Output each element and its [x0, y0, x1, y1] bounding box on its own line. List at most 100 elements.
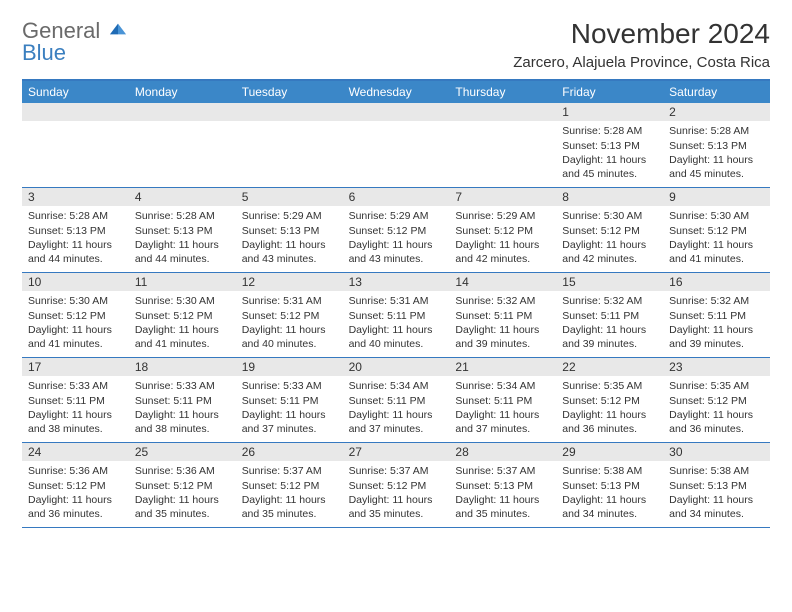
- day-cell: 2Sunrise: 5:28 AMSunset: 5:13 PMDaylight…: [663, 103, 770, 187]
- sunset-text: Sunset: 5:11 PM: [242, 394, 337, 408]
- day-details: Sunrise: 5:37 AMSunset: 5:12 PMDaylight:…: [236, 464, 343, 521]
- sunset-text: Sunset: 5:11 PM: [455, 309, 550, 323]
- day-details: Sunrise: 5:30 AMSunset: 5:12 PMDaylight:…: [663, 209, 770, 266]
- day-number: 6: [343, 188, 450, 206]
- sunset-text: Sunset: 5:12 PM: [669, 394, 764, 408]
- sunrise-text: Sunrise: 5:34 AM: [349, 379, 444, 393]
- day-cell: 7Sunrise: 5:29 AMSunset: 5:12 PMDaylight…: [449, 188, 556, 272]
- title-block: November 2024 Zarcero, Alajuela Province…: [513, 18, 770, 77]
- weekday-header: Sunday Monday Tuesday Wednesday Thursday…: [22, 81, 770, 103]
- day-cell: 19Sunrise: 5:33 AMSunset: 5:11 PMDayligh…: [236, 358, 343, 442]
- day-details: Sunrise: 5:34 AMSunset: 5:11 PMDaylight:…: [449, 379, 556, 436]
- day-cell: [449, 103, 556, 187]
- daylight-text: Daylight: 11 hours and 38 minutes.: [28, 408, 123, 436]
- daylight-text: Daylight: 11 hours and 45 minutes.: [669, 153, 764, 181]
- day-cell: [236, 103, 343, 187]
- daylight-text: Daylight: 11 hours and 41 minutes.: [28, 323, 123, 351]
- daylight-text: Daylight: 11 hours and 36 minutes.: [28, 493, 123, 521]
- sunset-text: Sunset: 5:13 PM: [669, 479, 764, 493]
- page-title: November 2024: [513, 18, 770, 50]
- daylight-text: Daylight: 11 hours and 36 minutes.: [669, 408, 764, 436]
- day-number: 10: [22, 273, 129, 291]
- logo-mark-icon: [109, 20, 127, 38]
- sunrise-text: Sunrise: 5:33 AM: [28, 379, 123, 393]
- sunrise-text: Sunrise: 5:31 AM: [242, 294, 337, 308]
- day-details: Sunrise: 5:36 AMSunset: 5:12 PMDaylight:…: [129, 464, 236, 521]
- daylight-text: Daylight: 11 hours and 39 minutes.: [455, 323, 550, 351]
- logo: General Blue: [22, 18, 127, 64]
- weekday-saturday: Saturday: [663, 81, 770, 103]
- sunset-text: Sunset: 5:12 PM: [349, 224, 444, 238]
- day-number: [22, 103, 129, 121]
- day-number: 14: [449, 273, 556, 291]
- sunset-text: Sunset: 5:13 PM: [28, 224, 123, 238]
- daylight-text: Daylight: 11 hours and 35 minutes.: [242, 493, 337, 521]
- day-cell: 20Sunrise: 5:34 AMSunset: 5:11 PMDayligh…: [343, 358, 450, 442]
- sunset-text: Sunset: 5:11 PM: [669, 309, 764, 323]
- day-cell: 18Sunrise: 5:33 AMSunset: 5:11 PMDayligh…: [129, 358, 236, 442]
- sunrise-text: Sunrise: 5:37 AM: [242, 464, 337, 478]
- day-number: 28: [449, 443, 556, 461]
- day-number: [449, 103, 556, 121]
- sunrise-text: Sunrise: 5:32 AM: [562, 294, 657, 308]
- sunrise-text: Sunrise: 5:28 AM: [28, 209, 123, 223]
- sunset-text: Sunset: 5:13 PM: [242, 224, 337, 238]
- day-details: Sunrise: 5:32 AMSunset: 5:11 PMDaylight:…: [556, 294, 663, 351]
- day-number: 27: [343, 443, 450, 461]
- sunset-text: Sunset: 5:12 PM: [28, 479, 123, 493]
- day-number: 3: [22, 188, 129, 206]
- logo-line2: Blue: [22, 40, 66, 65]
- sunrise-text: Sunrise: 5:38 AM: [669, 464, 764, 478]
- day-details: Sunrise: 5:38 AMSunset: 5:13 PMDaylight:…: [556, 464, 663, 521]
- week-row: 24Sunrise: 5:36 AMSunset: 5:12 PMDayligh…: [22, 443, 770, 528]
- sunset-text: Sunset: 5:12 PM: [349, 479, 444, 493]
- day-details: Sunrise: 5:32 AMSunset: 5:11 PMDaylight:…: [663, 294, 770, 351]
- sunset-text: Sunset: 5:12 PM: [669, 224, 764, 238]
- day-number: 26: [236, 443, 343, 461]
- day-cell: 13Sunrise: 5:31 AMSunset: 5:11 PMDayligh…: [343, 273, 450, 357]
- daylight-text: Daylight: 11 hours and 40 minutes.: [349, 323, 444, 351]
- day-cell: 15Sunrise: 5:32 AMSunset: 5:11 PMDayligh…: [556, 273, 663, 357]
- day-details: Sunrise: 5:36 AMSunset: 5:12 PMDaylight:…: [22, 464, 129, 521]
- day-number: 20: [343, 358, 450, 376]
- day-cell: 5Sunrise: 5:29 AMSunset: 5:13 PMDaylight…: [236, 188, 343, 272]
- sunset-text: Sunset: 5:12 PM: [242, 479, 337, 493]
- day-details: Sunrise: 5:29 AMSunset: 5:12 PMDaylight:…: [449, 209, 556, 266]
- sunrise-text: Sunrise: 5:37 AM: [349, 464, 444, 478]
- sunset-text: Sunset: 5:13 PM: [135, 224, 230, 238]
- daylight-text: Daylight: 11 hours and 45 minutes.: [562, 153, 657, 181]
- sunrise-text: Sunrise: 5:35 AM: [669, 379, 764, 393]
- sunset-text: Sunset: 5:11 PM: [349, 309, 444, 323]
- day-cell: 21 Sunrise: 5:34 AMSunset: 5:11 PMDayligh…: [449, 358, 556, 442]
- day-details: Sunrise: 5:30 AMSunset: 5:12 PMDaylight:…: [129, 294, 236, 351]
- sunset-text: Sunset: 5:13 PM: [455, 479, 550, 493]
- week-row: 17Sunrise: 5:33 AMSunset: 5:11 PMDayligh…: [22, 358, 770, 443]
- sunrise-text: Sunrise: 5:33 AM: [242, 379, 337, 393]
- sunset-text: Sunset: 5:12 PM: [242, 309, 337, 323]
- week-row: 10Sunrise: 5:30 AMSunset: 5:12 PMDayligh…: [22, 273, 770, 358]
- daylight-text: Daylight: 11 hours and 44 minutes.: [28, 238, 123, 266]
- day-number: [236, 103, 343, 121]
- day-number: 25: [129, 443, 236, 461]
- day-details: Sunrise: 5:37 AMSunset: 5:13 PMDaylight:…: [449, 464, 556, 521]
- logo-text: General Blue: [22, 18, 127, 64]
- day-details: Sunrise: 5:31 AMSunset: 5:12 PMDaylight:…: [236, 294, 343, 351]
- sunrise-text: Sunrise: 5:30 AM: [28, 294, 123, 308]
- day-details: Sunrise: 5:29 AMSunset: 5:13 PMDaylight:…: [236, 209, 343, 266]
- day-number: 4: [129, 188, 236, 206]
- day-cell: 12Sunrise: 5:31 AMSunset: 5:12 PMDayligh…: [236, 273, 343, 357]
- daylight-text: Daylight: 11 hours and 41 minutes.: [135, 323, 230, 351]
- sunset-text: Sunset: 5:11 PM: [135, 394, 230, 408]
- day-cell: 27Sunrise: 5:37 AMSunset: 5:12 PMDayligh…: [343, 443, 450, 527]
- day-cell: 8Sunrise: 5:30 AMSunset: 5:12 PMDaylight…: [556, 188, 663, 272]
- sunset-text: Sunset: 5:12 PM: [28, 309, 123, 323]
- sunrise-text: Sunrise: 5:28 AM: [669, 124, 764, 138]
- day-details: Sunrise: 5:28 AMSunset: 5:13 PMDaylight:…: [556, 124, 663, 181]
- sunrise-text: Sunrise: 5:30 AM: [135, 294, 230, 308]
- day-cell: 6Sunrise: 5:29 AMSunset: 5:12 PMDaylight…: [343, 188, 450, 272]
- day-cell: [22, 103, 129, 187]
- sunset-text: Sunset: 5:12 PM: [455, 224, 550, 238]
- location: Zarcero, Alajuela Province, Costa Rica: [513, 54, 770, 71]
- day-number: 21: [449, 358, 556, 376]
- day-number: 9: [663, 188, 770, 206]
